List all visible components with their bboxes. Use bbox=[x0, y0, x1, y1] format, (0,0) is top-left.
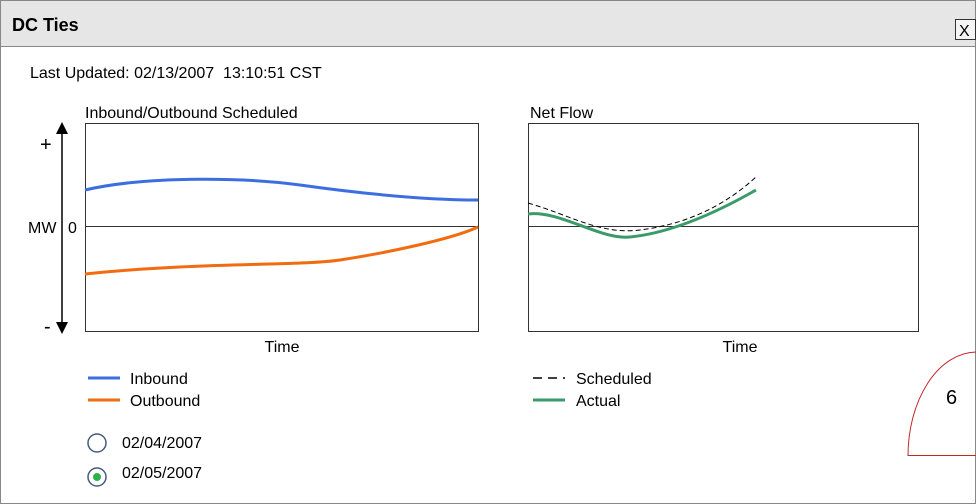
plot-area bbox=[528, 123, 919, 332]
legend-label: Inbound bbox=[130, 371, 188, 388]
arrow-head bbox=[56, 122, 68, 134]
radio-dot bbox=[93, 473, 101, 481]
plus-label: + bbox=[40, 134, 52, 156]
badge-arc bbox=[907, 351, 976, 457]
y-label: MW bbox=[28, 220, 57, 237]
legend-label: Actual bbox=[576, 393, 620, 410]
legend-label: Scheduled bbox=[576, 371, 652, 388]
inbound-line bbox=[84, 177, 479, 202]
chart-title: Net Flow bbox=[530, 105, 594, 122]
chart-title: Inbound/Outbound Scheduled bbox=[85, 105, 298, 122]
legend-label: Outbound bbox=[130, 393, 200, 410]
close-label[interactable]: X bbox=[959, 23, 970, 40]
minus-label: - bbox=[44, 316, 51, 338]
badge-label: 6 bbox=[946, 387, 957, 409]
window-title: DC Ties bbox=[12, 15, 79, 35]
radio-label[interactable]: 02/04/2007 bbox=[122, 435, 202, 452]
radio-label[interactable]: 02/05/2007 bbox=[122, 465, 202, 482]
x-label: Time bbox=[265, 339, 300, 356]
arrow-head bbox=[56, 322, 68, 334]
zero-label: 0 bbox=[68, 220, 77, 237]
last-updated: Last Updated: 02/13/2007 13:10:51 CST bbox=[30, 65, 322, 82]
scheduled-line bbox=[527, 176, 757, 232]
outbound-line bbox=[84, 225, 479, 276]
actual-line bbox=[527, 188, 757, 239]
radio[interactable] bbox=[87, 433, 107, 453]
x-label: Time bbox=[723, 339, 758, 356]
title-bar bbox=[0, 0, 976, 47]
plot-area bbox=[85, 123, 479, 332]
